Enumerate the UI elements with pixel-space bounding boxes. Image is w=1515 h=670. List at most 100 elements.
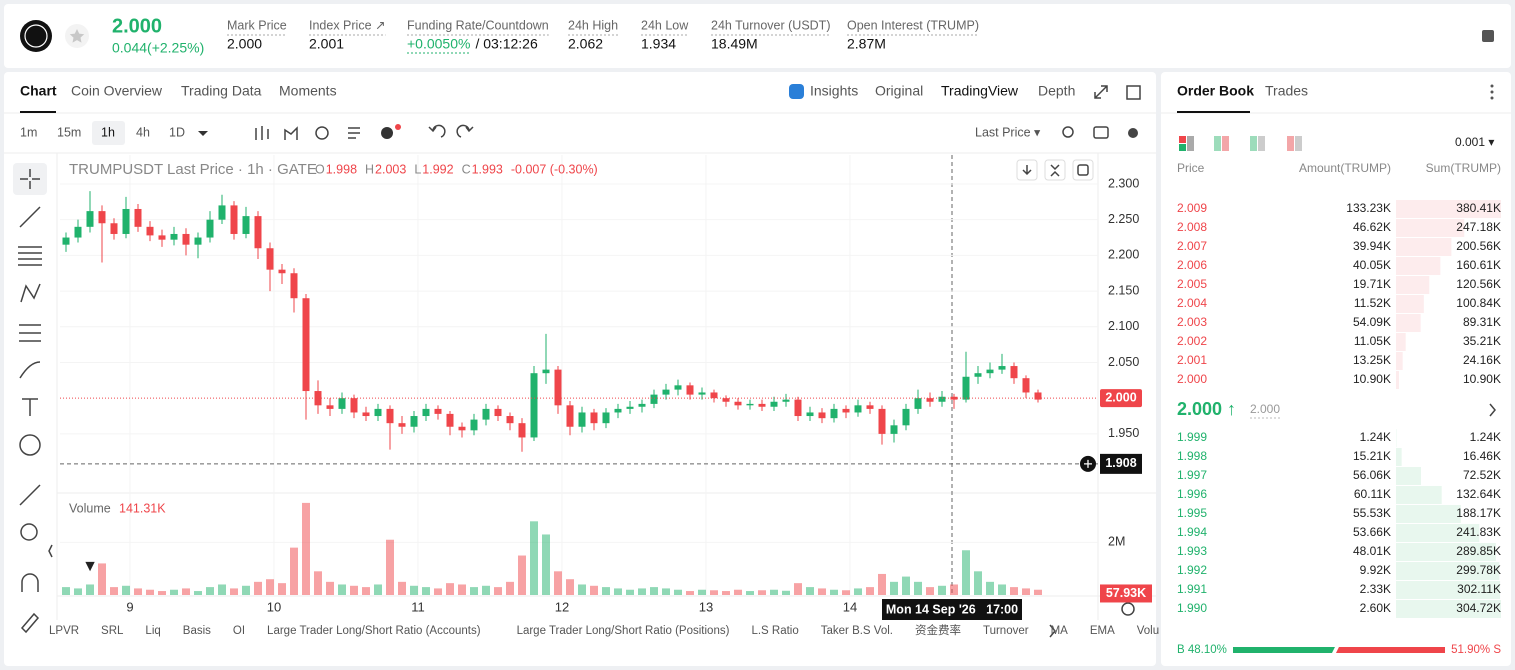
order-price[interactable]: 2.005 xyxy=(1177,277,1207,291)
emoji-tool[interactable] xyxy=(19,434,41,456)
candle-body xyxy=(530,373,538,438)
orderbook-tab[interactable]: Trades xyxy=(1265,83,1308,99)
order-price[interactable]: 1.990 xyxy=(1177,601,1207,615)
refresh-button[interactable] xyxy=(1072,159,1094,181)
prediction-tool[interactable] xyxy=(19,324,41,342)
order-price[interactable]: 1.991 xyxy=(1177,582,1207,596)
redo-icon[interactable] xyxy=(456,124,474,138)
search-icon[interactable] xyxy=(1062,126,1074,138)
view-tab[interactable]: Depth xyxy=(1038,83,1075,99)
order-price[interactable]: 1.999 xyxy=(1177,430,1207,444)
chart-tab[interactable]: Chart xyxy=(20,83,57,99)
collapse-arrow[interactable] xyxy=(48,544,53,558)
order-price[interactable]: 1.995 xyxy=(1177,506,1207,520)
chart-tab[interactable]: Moments xyxy=(279,83,337,99)
zoom-tool[interactable] xyxy=(20,523,38,541)
menu-dot[interactable] xyxy=(1490,84,1494,88)
order-price[interactable]: 1.997 xyxy=(1177,468,1207,482)
column-header: Price xyxy=(1177,161,1205,175)
chart-tab[interactable]: Coin Overview xyxy=(71,83,163,99)
lock-tool[interactable] xyxy=(20,612,40,634)
layout-sells[interactable] xyxy=(1287,136,1294,151)
order-price[interactable]: 2.007 xyxy=(1177,239,1207,253)
mid-more[interactable] xyxy=(1489,403,1496,417)
crosshair-time-label: Mon 14 Sep '26 17:00 xyxy=(886,602,1018,616)
interval[interactable]: 15m xyxy=(57,125,81,139)
layout-asks[interactable] xyxy=(1250,136,1257,151)
indicator-tab[interactable]: Basis xyxy=(183,625,211,637)
order-price[interactable]: 1.993 xyxy=(1177,544,1207,558)
template-icon[interactable] xyxy=(348,127,360,139)
insights-icon[interactable] xyxy=(789,84,804,99)
dropdown-caret[interactable] xyxy=(198,131,208,136)
indicators-more[interactable] xyxy=(1049,624,1056,638)
axis-settings[interactable] xyxy=(1121,602,1135,616)
volume-bar xyxy=(302,502,310,595)
indicator-tab[interactable]: LPVR xyxy=(49,625,79,637)
indicator-icon[interactable] xyxy=(284,126,298,140)
add-icon[interactable] xyxy=(381,127,393,139)
brush-tool[interactable] xyxy=(19,361,41,379)
candle-body xyxy=(674,385,682,390)
layout-both[interactable] xyxy=(1179,136,1186,143)
indicator-tab[interactable]: Taker B.S Vol. xyxy=(821,625,893,637)
indicator-tab[interactable]: L.S Ratio xyxy=(751,625,798,637)
interval[interactable]: 1h xyxy=(101,125,115,139)
order-price[interactable]: 1.996 xyxy=(1177,487,1207,501)
view-tab[interactable]: Original xyxy=(875,83,923,99)
indicator-tab[interactable]: SRL xyxy=(101,625,124,637)
camera-icon[interactable] xyxy=(1093,126,1109,139)
expand-icon[interactable] xyxy=(1094,85,1108,99)
fib-tool[interactable] xyxy=(18,246,42,266)
price-source[interactable]: Last Price ▾ xyxy=(975,125,1041,139)
indicator-tab[interactable]: EMA xyxy=(1090,625,1115,637)
indicator-tab[interactable]: Liq xyxy=(145,625,160,637)
interval[interactable]: 1m xyxy=(20,125,37,139)
interval[interactable]: 4h xyxy=(136,125,150,139)
order-price[interactable]: 1.992 xyxy=(1177,563,1207,577)
precision-select[interactable]: 0.001 ▾ xyxy=(1455,135,1494,149)
view-tab[interactable]: TradingView xyxy=(941,83,1019,99)
candle-body xyxy=(734,401,742,406)
x-tick-label: 13 xyxy=(699,599,713,614)
trendline-tool[interactable] xyxy=(19,206,41,228)
indicator-tab[interactable]: Large Trader Long/Short Ratio (Accounts) xyxy=(267,625,481,637)
interval[interactable]: 1D xyxy=(169,125,185,139)
indicator-tab[interactable]: Turnover xyxy=(983,625,1029,637)
order-price[interactable]: 2.006 xyxy=(1177,258,1207,272)
order-price[interactable]: 2.008 xyxy=(1177,220,1207,234)
replay-icon[interactable] xyxy=(315,126,329,140)
indicator-tab[interactable]: Large Trader Long/Short Ratio (Positions… xyxy=(517,625,730,637)
pattern-tool[interactable] xyxy=(20,283,41,303)
ruler-tool[interactable] xyxy=(19,484,41,506)
order-price[interactable]: 2.001 xyxy=(1177,353,1207,367)
settings-icon[interactable] xyxy=(1128,128,1138,138)
candle-body xyxy=(194,237,202,245)
order-price[interactable]: 2.000 xyxy=(1177,372,1207,386)
panel-icon[interactable] xyxy=(1482,30,1494,42)
order-price[interactable]: 1.998 xyxy=(1177,449,1207,463)
undo-icon[interactable] xyxy=(428,124,446,138)
view-tab[interactable]: Insights xyxy=(810,83,858,99)
orderbook-tab[interactable]: Order Book xyxy=(1177,83,1254,99)
volume-bar xyxy=(530,521,538,595)
chart-tab[interactable]: Trading Data xyxy=(181,83,262,99)
window-icon[interactable] xyxy=(1126,85,1141,100)
magnet-tool[interactable] xyxy=(21,573,39,592)
order-price[interactable]: 2.002 xyxy=(1177,334,1207,348)
candle-type-icon[interactable] xyxy=(255,126,269,140)
volume-bar xyxy=(362,587,370,595)
indicator-tab[interactable]: OI xyxy=(233,625,245,637)
layout-bids[interactable] xyxy=(1214,136,1221,151)
indicator-tab[interactable]: MA xyxy=(1051,625,1069,637)
indicator-tab[interactable]: Volu xyxy=(1137,625,1159,637)
order-price[interactable]: 1.994 xyxy=(1177,525,1207,539)
volume-bar xyxy=(794,583,802,595)
order-price[interactable]: 2.004 xyxy=(1177,296,1207,310)
crosshair-tool[interactable] xyxy=(20,169,40,189)
indicator-tab[interactable]: 资金费率 xyxy=(915,623,961,637)
volume-bar xyxy=(914,581,922,595)
order-price[interactable]: 2.009 xyxy=(1177,201,1207,215)
order-price[interactable]: 2.003 xyxy=(1177,315,1207,329)
text-tool[interactable] xyxy=(22,398,38,416)
